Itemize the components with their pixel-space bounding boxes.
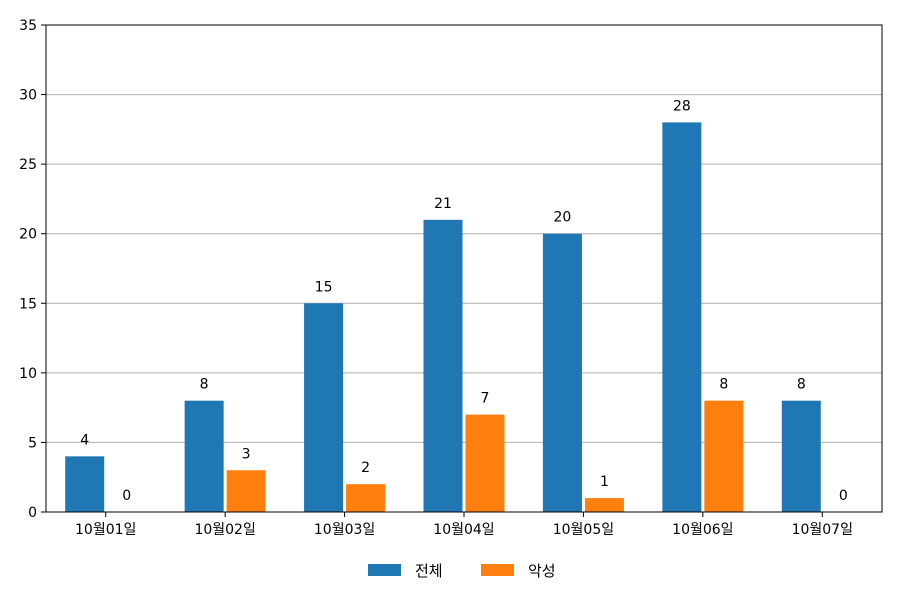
bar-전체-10월02일 <box>184 400 224 512</box>
data-label: 8 <box>200 377 209 393</box>
data-label: 8 <box>719 377 728 393</box>
data-label: 0 <box>122 488 131 504</box>
x-tick-label: 10월05일 <box>553 522 614 538</box>
bar-악성-10월02일 <box>226 470 266 512</box>
legend-label: 악성 <box>528 562 556 580</box>
y-tick-label: 20 <box>19 227 37 243</box>
legend-label: 전체 <box>415 562 443 580</box>
bar-악성-10월06일 <box>704 400 744 512</box>
x-tick-label: 10월04일 <box>433 522 494 538</box>
legend-swatch <box>481 564 514 576</box>
bars <box>65 122 821 513</box>
data-label: 20 <box>554 210 572 226</box>
x-axis: 10월01일 10월02일 10월03일 10월04일 10월05일 10월06일 10월0… <box>75 512 853 538</box>
data-label: 7 <box>481 391 490 407</box>
y-tick-label: 10 <box>19 366 37 382</box>
legend: 전체 악성 <box>368 562 556 580</box>
data-labels: 4 0 8 3 15 2 21 7 20 1 28 8 8 0 <box>80 98 847 504</box>
y-tick-label: 35 <box>19 18 37 34</box>
bar-전체-10월01일 <box>65 456 105 512</box>
plot-frame <box>45 24 883 513</box>
bar-전체-10월03일 <box>304 303 344 512</box>
y-tick-label: 25 <box>19 157 37 173</box>
bar-전체-10월05일 <box>542 233 582 512</box>
bar-악성-10월04일 <box>465 414 505 512</box>
data-label: 0 <box>839 488 848 504</box>
y-tick-label: 5 <box>28 435 37 451</box>
data-label: 15 <box>315 279 333 295</box>
y-tick-label: 0 <box>28 505 37 521</box>
bar-악성-10월03일 <box>346 484 386 512</box>
x-tick-label: 10월06일 <box>672 522 733 538</box>
data-label: 3 <box>242 446 251 462</box>
grid-lines <box>46 94 882 443</box>
x-tick-label: 10월01일 <box>75 522 136 538</box>
x-tick-label: 10월02일 <box>194 522 255 538</box>
bar-악성-10월05일 <box>584 498 624 512</box>
y-axis: 0 5 10 15 20 25 30 35 <box>19 18 46 521</box>
bar-전체-10월06일 <box>662 122 702 513</box>
data-label: 8 <box>797 377 806 393</box>
y-tick-label: 30 <box>19 88 37 104</box>
x-tick-label: 10월03일 <box>314 522 375 538</box>
x-tick-label: 10월07일 <box>792 522 853 538</box>
data-label: 4 <box>80 432 89 448</box>
data-label: 2 <box>361 460 370 476</box>
legend-swatch <box>368 564 401 576</box>
data-label: 1 <box>600 474 609 490</box>
bar-전체-10월04일 <box>423 219 463 513</box>
y-tick-label: 15 <box>19 296 37 312</box>
data-label: 21 <box>434 196 452 212</box>
bar-전체-10월07일 <box>781 400 821 512</box>
data-label: 28 <box>673 98 691 114</box>
